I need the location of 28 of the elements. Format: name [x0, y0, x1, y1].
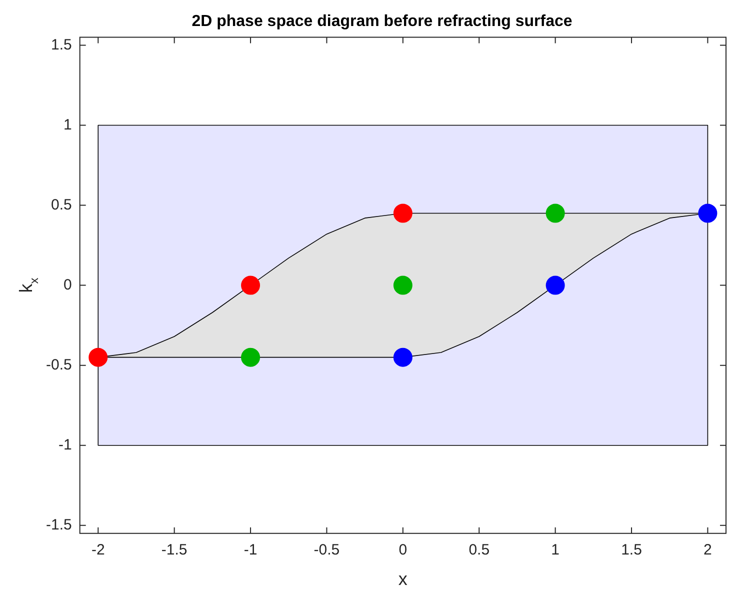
y-tick-label: 1: [64, 116, 72, 134]
point: [546, 276, 565, 295]
x-tick-label: 0: [398, 542, 408, 559]
point: [393, 204, 412, 223]
y-tick-label: 0: [64, 276, 72, 294]
x-tick-label: 0.5: [468, 542, 490, 559]
point: [88, 348, 108, 367]
y-tick-label: -1.5: [46, 516, 72, 534]
y-axis-title: kx: [16, 278, 41, 293]
point: [393, 348, 412, 367]
x-tick-label: 1.5: [621, 542, 642, 559]
y-tick-label: 1.5: [50, 36, 72, 54]
y-tick-label: 0.5: [50, 196, 72, 214]
y-tick-label: -0.5: [46, 356, 72, 374]
point: [698, 204, 718, 223]
point: [241, 276, 260, 295]
point: [393, 276, 412, 295]
y-tick-label: -1: [58, 436, 72, 454]
x-tick-label: -1.5: [161, 542, 188, 559]
point: [546, 204, 565, 223]
x-tick-label: -1: [244, 542, 258, 559]
x-tick-label: -0.5: [314, 542, 340, 559]
point: [241, 348, 260, 367]
x-tick-label: -2: [91, 542, 105, 559]
x-tick-label: 1: [551, 542, 560, 559]
chart-title: 2D phase space diagram before refracting surface: [192, 13, 572, 30]
x-tick-label: 2: [704, 542, 712, 559]
x-axis-title: x: [398, 569, 408, 590]
